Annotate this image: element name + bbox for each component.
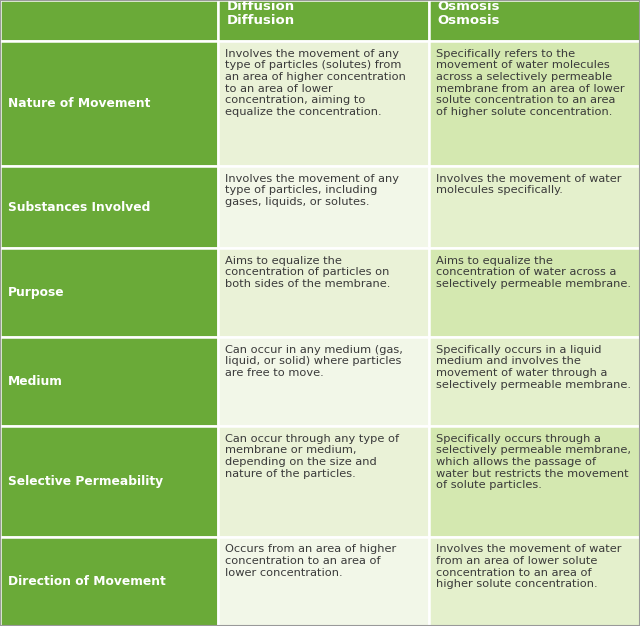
Text: Purpose: Purpose xyxy=(8,286,64,299)
Bar xyxy=(0,337,218,426)
Text: Medium: Medium xyxy=(8,376,63,388)
Text: Selective Permeability: Selective Permeability xyxy=(8,475,163,488)
Bar xyxy=(0,166,218,248)
Bar xyxy=(429,0,640,41)
Text: Involves the movement of water
molecules specifically.: Involves the movement of water molecules… xyxy=(436,173,622,195)
Text: Aims to equalize the
concentration of particles on
both sides of the membrane.: Aims to equalize the concentration of pa… xyxy=(225,255,390,289)
Text: Involves the movement of any
type of particles, including
gases, liquids, or sol: Involves the movement of any type of par… xyxy=(225,173,399,207)
Bar xyxy=(218,537,429,626)
Bar xyxy=(429,41,640,166)
Bar xyxy=(0,248,218,337)
Text: Involves the movement of water
from an area of lower solute
concentration to an : Involves the movement of water from an a… xyxy=(436,545,622,589)
Bar xyxy=(218,248,429,337)
Text: Osmosis: Osmosis xyxy=(438,0,500,13)
Text: Specifically refers to the
movement of water molecules
across a selectively perm: Specifically refers to the movement of w… xyxy=(436,49,625,117)
Text: Diffusion: Diffusion xyxy=(227,0,294,13)
Bar xyxy=(429,166,640,248)
Text: Diffusion: Diffusion xyxy=(227,14,294,27)
Bar xyxy=(218,0,429,41)
Text: Involves the movement of any
type of particles (solutes) from
an area of higher : Involves the movement of any type of par… xyxy=(225,49,406,117)
Bar xyxy=(429,337,640,426)
Bar xyxy=(218,41,429,166)
Text: Direction of Movement: Direction of Movement xyxy=(8,575,165,588)
Bar xyxy=(429,537,640,626)
Bar xyxy=(0,537,218,626)
Text: Substances Involved: Substances Involved xyxy=(8,200,150,213)
Bar xyxy=(218,426,429,537)
Text: Can occur in any medium (gas,
liquid, or solid) where particles
are free to move: Can occur in any medium (gas, liquid, or… xyxy=(225,345,403,378)
Text: Specifically occurs in a liquid
medium and involves the
movement of water throug: Specifically occurs in a liquid medium a… xyxy=(436,345,632,389)
Bar xyxy=(218,337,429,426)
Bar xyxy=(429,248,640,337)
Text: Occurs from an area of higher
concentration to an area of
lower concentration.: Occurs from an area of higher concentrat… xyxy=(225,545,397,578)
Text: Specifically occurs through a
selectively permeable membrane,
which allows the p: Specifically occurs through a selectivel… xyxy=(436,434,632,490)
Bar xyxy=(0,426,218,537)
Bar xyxy=(429,426,640,537)
Bar xyxy=(0,0,218,41)
Text: Osmosis: Osmosis xyxy=(438,14,500,27)
Bar xyxy=(218,166,429,248)
Text: Can occur through any type of
membrane or medium,
depending on the size and
natu: Can occur through any type of membrane o… xyxy=(225,434,399,479)
Bar xyxy=(0,41,218,166)
Text: Aims to equalize the
concentration of water across a
selectively permeable membr: Aims to equalize the concentration of wa… xyxy=(436,255,632,289)
Text: Nature of Movement: Nature of Movement xyxy=(8,97,150,110)
